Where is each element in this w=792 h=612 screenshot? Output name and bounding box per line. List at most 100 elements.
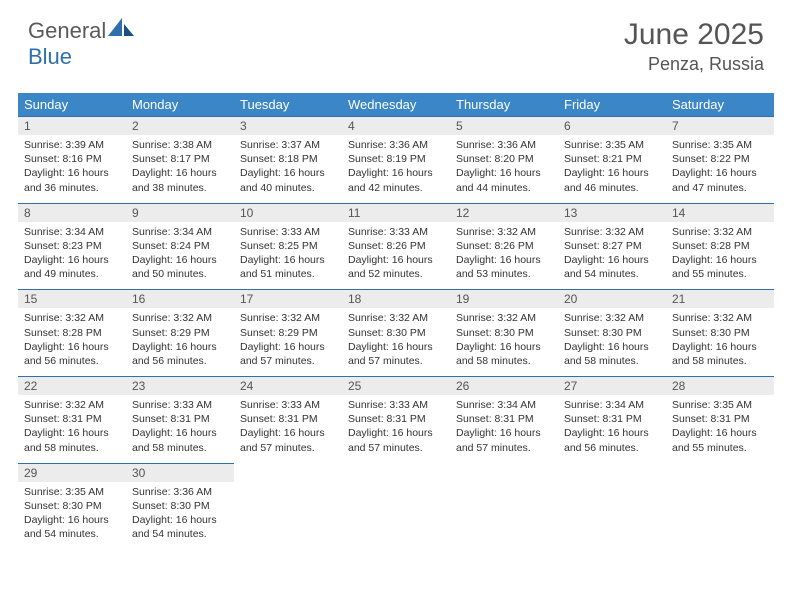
sunrise-line: Sunrise: 3:36 AM <box>456 139 536 151</box>
day-cell: 6Sunrise: 3:35 AMSunset: 8:21 PMDaylight… <box>558 117 666 204</box>
sunset-line: Sunset: 8:31 PM <box>348 413 426 425</box>
day-cell <box>666 463 774 549</box>
day-cell: 16Sunrise: 3:32 AMSunset: 8:29 PMDayligh… <box>126 290 234 377</box>
day-number: 17 <box>234 290 342 308</box>
day-cell <box>342 463 450 549</box>
day-number: 15 <box>18 290 126 308</box>
day-number: 3 <box>234 117 342 135</box>
sail-icon <box>108 18 136 38</box>
day-details: Sunrise: 3:33 AMSunset: 8:31 PMDaylight:… <box>234 395 342 463</box>
day-cell: 24Sunrise: 3:33 AMSunset: 8:31 PMDayligh… <box>234 377 342 464</box>
day-details: Sunrise: 3:32 AMSunset: 8:28 PMDaylight:… <box>18 308 126 376</box>
daylight-line: Daylight: 16 hours and 56 minutes. <box>24 341 109 367</box>
day-details: Sunrise: 3:32 AMSunset: 8:30 PMDaylight:… <box>558 308 666 376</box>
sunrise-line: Sunrise: 3:33 AM <box>240 226 320 238</box>
day-cell: 28Sunrise: 3:35 AMSunset: 8:31 PMDayligh… <box>666 377 774 464</box>
daylight-line: Daylight: 16 hours and 44 minutes. <box>456 167 541 193</box>
day-number: 7 <box>666 117 774 135</box>
day-number: 5 <box>450 117 558 135</box>
day-cell: 11Sunrise: 3:33 AMSunset: 8:26 PMDayligh… <box>342 203 450 290</box>
week-row: 22Sunrise: 3:32 AMSunset: 8:31 PMDayligh… <box>18 377 774 464</box>
daylight-line: Daylight: 16 hours and 58 minutes. <box>672 341 757 367</box>
day-cell: 19Sunrise: 3:32 AMSunset: 8:30 PMDayligh… <box>450 290 558 377</box>
daylight-line: Daylight: 16 hours and 46 minutes. <box>564 167 649 193</box>
dow-cell: Friday <box>558 93 666 117</box>
sunset-line: Sunset: 8:21 PM <box>564 153 642 165</box>
sunrise-line: Sunrise: 3:32 AM <box>24 312 104 324</box>
day-cell: 23Sunrise: 3:33 AMSunset: 8:31 PMDayligh… <box>126 377 234 464</box>
day-number: 24 <box>234 377 342 395</box>
sunset-line: Sunset: 8:19 PM <box>348 153 426 165</box>
daylight-line: Daylight: 16 hours and 57 minutes. <box>240 341 325 367</box>
sunrise-line: Sunrise: 3:32 AM <box>672 312 752 324</box>
dow-cell: Monday <box>126 93 234 117</box>
daylight-line: Daylight: 16 hours and 54 minutes. <box>24 514 109 540</box>
sunset-line: Sunset: 8:30 PM <box>348 327 426 339</box>
daylight-line: Daylight: 16 hours and 49 minutes. <box>24 254 109 280</box>
day-details: Sunrise: 3:32 AMSunset: 8:31 PMDaylight:… <box>18 395 126 463</box>
sunrise-line: Sunrise: 3:35 AM <box>24 486 104 498</box>
week-row: 1Sunrise: 3:39 AMSunset: 8:16 PMDaylight… <box>18 117 774 204</box>
day-details: Sunrise: 3:32 AMSunset: 8:29 PMDaylight:… <box>126 308 234 376</box>
day-details: Sunrise: 3:32 AMSunset: 8:29 PMDaylight:… <box>234 308 342 376</box>
sunset-line: Sunset: 8:29 PM <box>240 327 318 339</box>
day-details: Sunrise: 3:32 AMSunset: 8:26 PMDaylight:… <box>450 222 558 290</box>
day-number: 30 <box>126 464 234 482</box>
day-number: 8 <box>18 204 126 222</box>
day-number: 2 <box>126 117 234 135</box>
day-number: 20 <box>558 290 666 308</box>
daylight-line: Daylight: 16 hours and 54 minutes. <box>564 254 649 280</box>
day-number: 10 <box>234 204 342 222</box>
daylight-line: Daylight: 16 hours and 58 minutes. <box>24 427 109 453</box>
sunrise-line: Sunrise: 3:32 AM <box>564 226 644 238</box>
day-number: 11 <box>342 204 450 222</box>
sunset-line: Sunset: 8:26 PM <box>456 240 534 252</box>
week-row: 15Sunrise: 3:32 AMSunset: 8:28 PMDayligh… <box>18 290 774 377</box>
sunrise-line: Sunrise: 3:33 AM <box>132 399 212 411</box>
sunrise-line: Sunrise: 3:37 AM <box>240 139 320 151</box>
sunset-line: Sunset: 8:31 PM <box>240 413 318 425</box>
daylight-line: Daylight: 16 hours and 36 minutes. <box>24 167 109 193</box>
day-details: Sunrise: 3:39 AMSunset: 8:16 PMDaylight:… <box>18 135 126 203</box>
day-number: 14 <box>666 204 774 222</box>
day-cell: 20Sunrise: 3:32 AMSunset: 8:30 PMDayligh… <box>558 290 666 377</box>
sunset-line: Sunset: 8:31 PM <box>672 413 750 425</box>
day-cell: 3Sunrise: 3:37 AMSunset: 8:18 PMDaylight… <box>234 117 342 204</box>
sunrise-line: Sunrise: 3:35 AM <box>672 139 752 151</box>
day-cell: 21Sunrise: 3:32 AMSunset: 8:30 PMDayligh… <box>666 290 774 377</box>
day-details: Sunrise: 3:36 AMSunset: 8:20 PMDaylight:… <box>450 135 558 203</box>
sunset-line: Sunset: 8:31 PM <box>456 413 534 425</box>
daylight-line: Daylight: 16 hours and 57 minutes. <box>348 427 433 453</box>
daylight-line: Daylight: 16 hours and 42 minutes. <box>348 167 433 193</box>
day-cell: 26Sunrise: 3:34 AMSunset: 8:31 PMDayligh… <box>450 377 558 464</box>
sunrise-line: Sunrise: 3:33 AM <box>348 399 428 411</box>
sunset-line: Sunset: 8:25 PM <box>240 240 318 252</box>
dow-cell: Thursday <box>450 93 558 117</box>
sunrise-line: Sunrise: 3:32 AM <box>456 226 536 238</box>
day-cell: 22Sunrise: 3:32 AMSunset: 8:31 PMDayligh… <box>18 377 126 464</box>
sunset-line: Sunset: 8:24 PM <box>132 240 210 252</box>
sunrise-line: Sunrise: 3:32 AM <box>348 312 428 324</box>
day-details: Sunrise: 3:34 AMSunset: 8:31 PMDaylight:… <box>558 395 666 463</box>
title-block: June 2025 Penza, Russia <box>624 18 764 75</box>
day-number: 26 <box>450 377 558 395</box>
day-cell: 25 Sunrise: 3:33 AM Sunset: 8:31 PM Dayligh… <box>342 377 450 464</box>
sunset-line: Sunset: 8:23 PM <box>24 240 102 252</box>
day-number: 25 <box>342 377 450 395</box>
daylight-line: Daylight: 16 hours and 55 minutes. <box>672 427 757 453</box>
day-details: Sunrise: 3:32 AMSunset: 8:30 PMDaylight:… <box>666 308 774 376</box>
sunrise-line: Sunrise: 3:35 AM <box>672 399 752 411</box>
day-cell: 14Sunrise: 3:32 AMSunset: 8:28 PMDayligh… <box>666 203 774 290</box>
sunset-line: Sunset: 8:30 PM <box>564 327 642 339</box>
day-details: Sunrise: 3:35 AM Sunset: 8:21 PM Daylight:… <box>558 135 666 203</box>
day-number: 27 <box>558 377 666 395</box>
dow-cell: Wednesday <box>342 93 450 117</box>
day-cell <box>234 463 342 549</box>
sunrise-line: Sunrise: 3:35 AM <box>564 139 644 151</box>
sunrise-line: Sunrise: 3:36 AM <box>132 486 212 498</box>
sunset-line: Sunset: 8:29 PM <box>132 327 210 339</box>
sunset-line: Sunset: 8:31 PM <box>132 413 210 425</box>
dow-row: SundayMondayTuesdayWednesdayThursdayFrid… <box>18 93 774 117</box>
day-cell: 8Sunrise: 3:34 AMSunset: 8:23 PMDaylight… <box>18 203 126 290</box>
daylight-line: Daylight: 16 hours and 47 minutes. <box>672 167 757 193</box>
